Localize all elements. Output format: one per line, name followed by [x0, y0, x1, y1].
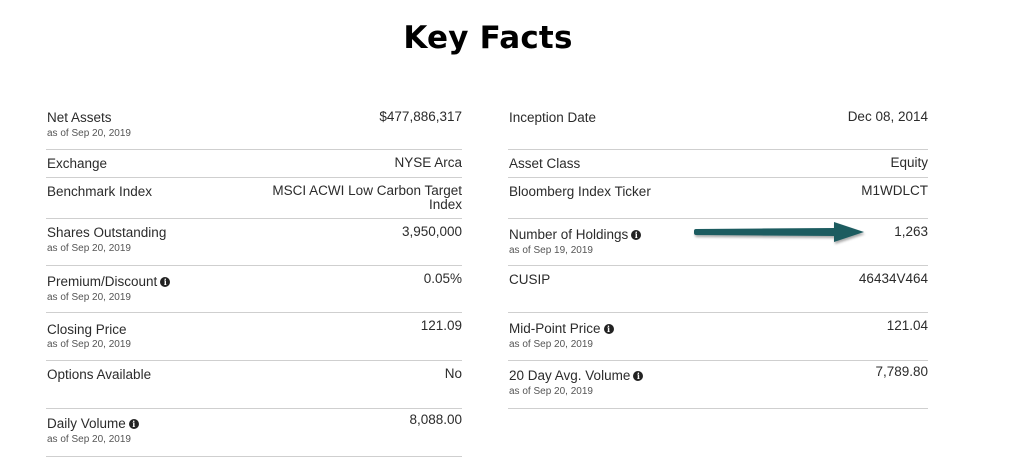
- fact-label: 20 Day Avg. Volume i: [509, 368, 644, 383]
- fact-as-of-date: as of Sep 20, 2019: [509, 339, 593, 350]
- page-title: Key Facts: [403, 20, 573, 56]
- fact-value: 8,088.00: [409, 412, 462, 427]
- fact-value: Dec 08, 2014: [847, 109, 928, 124]
- fact-as-of-date: as of Sep 20, 2019: [47, 339, 131, 350]
- fact-value: 1,263: [894, 224, 928, 239]
- fact-value: 121.09: [420, 318, 462, 333]
- fact-row-shares-outstanding: Shares Outstanding as of Sep 20, 2019 3,…: [46, 219, 462, 266]
- fact-row-number-of-holdings: Number of Holdings i as of Sep 19, 2019 1…: [508, 219, 928, 266]
- info-icon[interactable]: i: [633, 371, 644, 381]
- info-icon[interactable]: i: [603, 324, 614, 334]
- fact-row-options-available: Options Available No: [46, 361, 462, 409]
- fact-label: Shares Outstanding: [47, 225, 167, 240]
- fact-label: Options Available: [47, 367, 152, 382]
- fact-value: 0.05%: [423, 271, 462, 286]
- key-facts-right-column: Inception Date Dec 08, 2014 Asset Class …: [508, 104, 928, 409]
- fact-value: Equity: [890, 155, 928, 170]
- fact-value: No: [444, 366, 462, 381]
- fact-label: Mid-Point Price i: [509, 321, 614, 336]
- fact-row-bloomberg-ticker: Bloomberg Index Ticker M1WDLCT: [508, 178, 928, 219]
- fact-value: 7,789.80: [875, 364, 928, 379]
- fact-row-asset-class: Asset Class Equity: [508, 150, 928, 178]
- fact-label-text: Number of Holdings: [509, 227, 629, 242]
- fact-label: Daily Volume i: [47, 416, 139, 431]
- fact-row-mid-point-price: Mid-Point Price i as of Sep 20, 2019 121.…: [508, 313, 928, 361]
- fact-row-20-day-avg-volume: 20 Day Avg. Volume i as of Sep 20, 2019 7…: [508, 361, 928, 409]
- fact-row-premium-discount: Premium/Discount i as of Sep 20, 2019 0.0…: [46, 266, 462, 313]
- fact-as-of-date: as of Sep 20, 2019: [47, 243, 131, 254]
- fact-label-text: Daily Volume: [47, 416, 126, 431]
- fact-label: Benchmark Index: [47, 184, 153, 199]
- fact-label: Number of Holdings i: [509, 227, 642, 242]
- fact-as-of-date: as of Sep 20, 2019: [509, 386, 593, 397]
- fact-label: Premium/Discount i: [47, 274, 171, 289]
- fact-row-exchange: Exchange NYSE Arca: [46, 150, 462, 178]
- fact-label: Inception Date: [509, 110, 597, 125]
- fact-row-net-assets: Net Assets as of Sep 20, 2019 $477,886,3…: [46, 104, 462, 150]
- fact-value-line-1: MSCI ACWI Low Carbon Target: [272, 183, 462, 198]
- fact-label: Bloomberg Index Ticker: [509, 184, 651, 199]
- fact-label: Net Assets: [47, 110, 112, 125]
- fact-as-of-date: as of Sep 19, 2019: [509, 245, 593, 256]
- info-icon[interactable]: i: [631, 230, 642, 240]
- fact-label-text: 20 Day Avg. Volume: [509, 368, 631, 383]
- fact-value: $477,886,317: [379, 109, 462, 124]
- fact-row-benchmark-index: Benchmark Index MSCI ACWI Low Carbon Tar…: [46, 178, 462, 219]
- fact-as-of-date: as of Sep 20, 2019: [47, 434, 131, 445]
- fact-label-text: Premium/Discount: [47, 274, 158, 289]
- fact-label-text: Mid-Point Price: [509, 321, 601, 336]
- fact-label: Asset Class: [509, 156, 581, 171]
- fact-row-cusip: CUSIP 46434V464: [508, 266, 928, 313]
- fact-label: CUSIP: [509, 272, 551, 287]
- fact-as-of-date: as of Sep 20, 2019: [47, 292, 131, 303]
- fact-as-of-date: as of Sep 20, 2019: [47, 128, 131, 139]
- fact-value: M1WDLCT: [861, 183, 928, 198]
- fact-value: 46434V464: [858, 271, 928, 286]
- fact-value: MSCI ACWI Low Carbon Target Index: [272, 184, 462, 212]
- info-icon[interactable]: i: [128, 419, 139, 429]
- fact-value: NYSE Arca: [394, 155, 462, 170]
- info-icon[interactable]: i: [160, 277, 171, 287]
- key-facts-left-column: Net Assets as of Sep 20, 2019 $477,886,3…: [46, 104, 462, 457]
- fact-row-inception-date: Inception Date Dec 08, 2014: [508, 104, 928, 150]
- arrow-right-icon: [694, 222, 864, 242]
- fact-value: 3,950,000: [401, 224, 462, 239]
- fact-row-daily-volume: Daily Volume i as of Sep 20, 2019 8,088.0…: [46, 409, 462, 457]
- fact-value-line-2: Index: [428, 197, 462, 212]
- fact-label: Exchange: [47, 156, 108, 171]
- fact-value: 121.04: [886, 318, 928, 333]
- fact-label: Closing Price: [47, 322, 127, 337]
- fact-row-closing-price: Closing Price as of Sep 20, 2019 121.09: [46, 313, 462, 361]
